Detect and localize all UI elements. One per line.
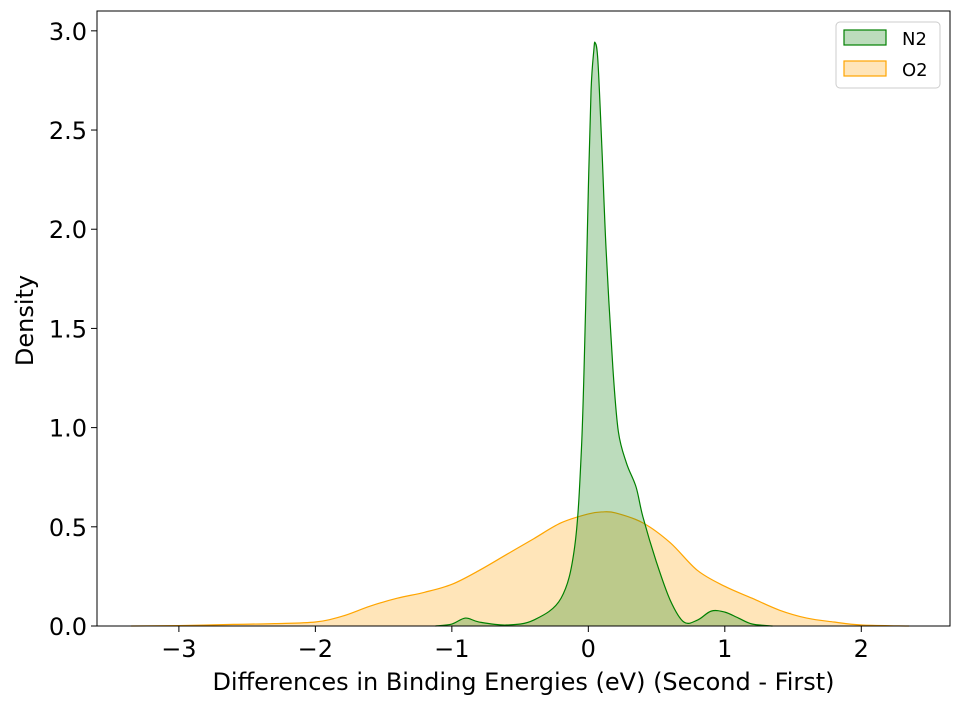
x-tick-label: 0	[581, 635, 596, 663]
series-o2-line	[131, 511, 910, 627]
y-tick-label: 2.5	[49, 117, 87, 145]
y-axis: 0.0 0.5 1.0 1.5 2.0 2.5 3.0	[49, 18, 97, 641]
legend-item-o2: O2	[843, 60, 928, 81]
y-tick-label: 1.0	[49, 415, 87, 443]
x-tick-label: 2	[854, 635, 869, 663]
y-tick-label: 0.5	[49, 514, 87, 542]
x-tick-label: −3	[161, 635, 196, 663]
x-tick-label: 1	[717, 635, 732, 663]
y-axis-label: Density	[11, 275, 39, 366]
plot-frame	[96, 10, 951, 627]
y-tick-label: 1.5	[49, 315, 87, 343]
y-tick-label: 3.0	[49, 18, 87, 46]
legend-item-n2: N2	[843, 29, 927, 50]
legend-label: O2	[902, 60, 928, 81]
series-o2	[131, 511, 910, 627]
series-n2-line	[435, 41, 773, 627]
legend-swatch	[843, 29, 887, 46]
legend-swatch	[843, 60, 887, 77]
x-tick-label: −1	[434, 635, 469, 663]
legend-label: N2	[902, 29, 927, 50]
y-tick-label: 0.0	[49, 613, 87, 641]
x-axis-label: Differences in Binding Energies (eV) (Se…	[212, 668, 834, 696]
x-axis: −3 −2 −1 0 1 2	[161, 626, 869, 663]
series-n2-area	[435, 42, 773, 627]
series-o2-area	[131, 511, 910, 626]
x-tick-label: −2	[298, 635, 333, 663]
series-n2	[435, 41, 773, 627]
series-layer	[131, 41, 910, 627]
y-tick-label: 2.0	[49, 216, 87, 244]
